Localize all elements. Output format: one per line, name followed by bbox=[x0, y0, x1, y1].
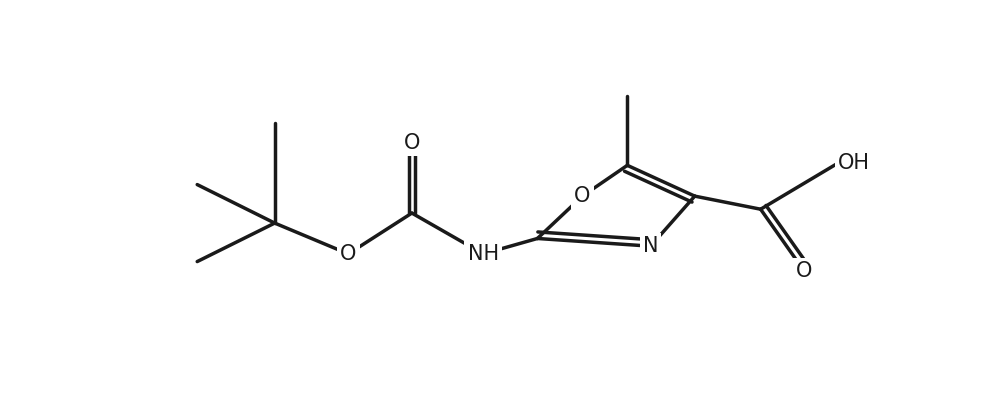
Text: O: O bbox=[796, 261, 812, 281]
Text: N: N bbox=[643, 236, 659, 256]
Text: OH: OH bbox=[838, 153, 870, 173]
Text: NH: NH bbox=[467, 244, 498, 264]
Text: O: O bbox=[403, 133, 420, 153]
Text: O: O bbox=[340, 244, 356, 264]
Text: O: O bbox=[575, 186, 591, 206]
